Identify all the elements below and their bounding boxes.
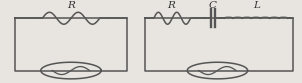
Text: L: L: [253, 1, 259, 10]
Text: R: R: [67, 1, 75, 10]
Text: C: C: [209, 1, 217, 10]
Text: R: R: [167, 1, 175, 10]
